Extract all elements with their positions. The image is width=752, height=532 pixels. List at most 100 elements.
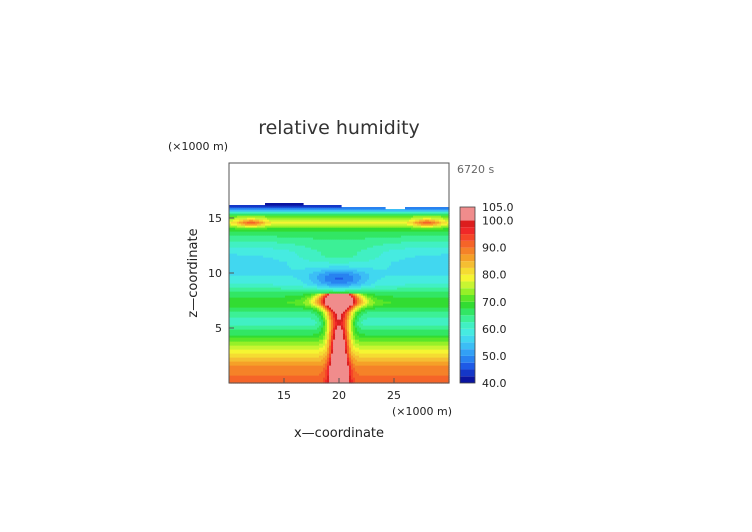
contour-cell	[309, 347, 312, 350]
contour-cell	[249, 357, 252, 360]
contour-cell	[271, 341, 274, 344]
contour-cell	[329, 371, 332, 374]
contour-cell	[357, 335, 360, 338]
contour-cell	[435, 351, 438, 354]
contour-cell	[417, 339, 420, 342]
contour-cell	[413, 333, 416, 336]
contour-cell	[255, 363, 258, 366]
contour-cell	[389, 371, 392, 374]
contour-cell	[323, 365, 326, 368]
contour-cell	[315, 335, 318, 338]
contour-cell	[353, 361, 356, 364]
contour-cell	[393, 345, 396, 348]
contour-cell	[303, 371, 306, 374]
contour-cell	[411, 351, 414, 354]
contour-cell	[377, 349, 380, 352]
contour-cell	[433, 339, 436, 342]
contour-cell	[339, 379, 342, 382]
contour-cell	[293, 339, 296, 342]
contour-cell	[259, 377, 262, 380]
contour-cell	[409, 355, 412, 358]
contour-cell	[403, 363, 406, 366]
contour-cell	[311, 369, 314, 372]
contour-cell	[385, 333, 388, 336]
contour-cell	[299, 363, 302, 366]
contour-cell	[357, 333, 360, 336]
contour-cell	[387, 377, 390, 380]
contour-cell	[381, 359, 384, 362]
contour-cell	[279, 333, 282, 336]
contour-cell	[403, 371, 406, 374]
contour-cell	[377, 343, 380, 346]
contour-cell	[331, 357, 334, 360]
contour-cell	[311, 371, 314, 374]
contour-cell	[375, 369, 378, 372]
contour-cell	[403, 375, 406, 378]
contour-cell	[411, 361, 414, 364]
contour-cell	[275, 365, 278, 368]
contour-cell	[415, 353, 418, 356]
contour-cell	[417, 357, 420, 360]
contour-cell	[297, 351, 300, 354]
contour-cell	[283, 341, 286, 344]
contour-cell	[353, 353, 356, 356]
contour-cell	[241, 375, 244, 378]
contour-cell	[281, 337, 284, 340]
contour-cell	[373, 353, 376, 356]
contour-cell	[335, 373, 338, 376]
contour-cell	[391, 343, 394, 346]
contour-cell	[317, 333, 320, 336]
contour-cell	[369, 371, 372, 374]
contour-cell	[433, 353, 436, 356]
contour-cell	[359, 349, 362, 352]
contour-cell	[287, 361, 290, 364]
contour-cell	[397, 351, 400, 354]
contour-cell	[441, 345, 444, 348]
contour-cell	[283, 349, 286, 352]
contour-cell	[373, 359, 376, 362]
contour-cell	[321, 337, 324, 340]
contour-cell	[329, 349, 332, 352]
contour-cell	[347, 337, 350, 340]
contour-cell	[339, 331, 342, 334]
contour-cell	[245, 347, 248, 350]
contour-cell	[403, 353, 406, 356]
contour-cell	[303, 335, 306, 338]
contour-cell	[261, 369, 264, 372]
contour-cell	[375, 335, 378, 338]
contour-cell	[383, 357, 386, 360]
contour-cell	[389, 333, 392, 336]
contour-cell	[341, 377, 344, 380]
contour-cell	[441, 353, 444, 356]
contour-cell	[267, 355, 270, 358]
contour-cell	[437, 363, 440, 366]
contour-cell	[331, 375, 334, 378]
contour-cell	[405, 337, 408, 340]
contour-cell	[245, 371, 248, 374]
contour-cell	[447, 345, 450, 348]
contour-cell	[289, 339, 292, 342]
contour-cell	[295, 379, 298, 382]
contour-cell	[371, 355, 374, 358]
contour-cell	[413, 339, 416, 342]
contour-cell	[285, 369, 288, 372]
contour-cell	[351, 379, 354, 382]
contour-cell	[295, 343, 298, 346]
contour-cell	[231, 343, 234, 346]
contour-cell	[251, 347, 254, 350]
contour-cell	[297, 353, 300, 356]
contour-cell	[321, 375, 324, 378]
contour-cell	[345, 375, 348, 378]
contour-cell	[341, 375, 344, 378]
contour-cell	[261, 375, 264, 378]
contour-cell	[419, 365, 422, 368]
contour-cell	[443, 341, 446, 344]
contour-cell	[277, 355, 280, 358]
contour-cell	[335, 341, 338, 344]
contour-cell	[231, 331, 234, 334]
contour-cell	[345, 361, 348, 364]
contour-cell	[325, 331, 328, 334]
contour-cell	[369, 339, 372, 342]
contour-cell	[339, 337, 342, 340]
contour-cell	[395, 353, 398, 356]
